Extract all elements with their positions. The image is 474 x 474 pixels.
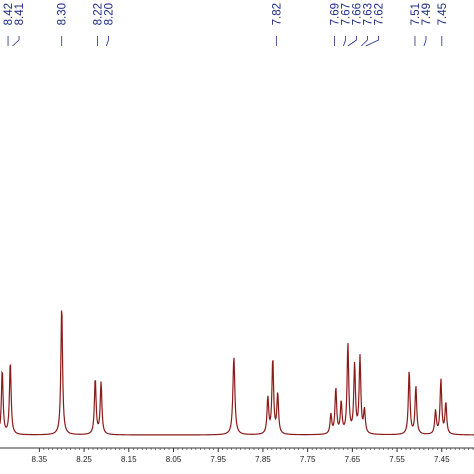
x-tick-label: 7.45 [434,455,450,464]
x-axis-ticks: 8.35 8.25 8.15 8.05 7.95 7.85 7.75 7.65 7.55 7.45 [32,448,474,464]
peak-label-leader [361,36,368,47]
peak-label: 7.63 [362,3,374,25]
peak-label: 7.49 [421,3,433,25]
x-tick-label: 7.85 [255,455,271,464]
peak-label: 7.62 [373,3,385,25]
x-tick-label: 8.05 [166,455,182,464]
x-tick-label: 7.65 [345,455,361,464]
x-tick-label: 7.55 [389,455,405,464]
peak-label: 7.69 [329,3,341,25]
peak-label: 8.20 [103,3,115,25]
peak-label: 7.82 [271,3,283,25]
peak-label-leader [365,36,379,47]
peak-label-leader [106,36,109,47]
x-tick-label: 8.25 [76,455,92,464]
peak-label: 8.22 [92,3,104,25]
peak-label-leader [347,36,357,47]
peak-label-leaders [7,36,443,47]
peak-label-leader [423,36,427,47]
x-tick-label: 8.15 [121,455,137,464]
peak-label-leader [343,36,346,47]
x-tick-label: 7.75 [300,455,316,464]
peak-label: 7.66 [351,3,363,25]
peak-label: 8.42 [3,3,15,25]
peak-label: 7.51 [410,3,422,25]
x-tick-label: 8.35 [32,455,48,464]
peak-label: 7.67 [340,3,352,25]
spectrum-line [0,310,474,436]
peak-label-leader [12,36,20,47]
peak-label: 8.30 [57,3,69,25]
peak-labels: 8.42 8.41 8.30 8.22 8.20 7.82 7.69 7.67 7.66 7.63… [3,3,449,25]
peak-label: 8.41 [14,3,26,25]
x-tick-label: 7.95 [210,455,226,464]
peak-label: 7.45 [437,3,449,25]
